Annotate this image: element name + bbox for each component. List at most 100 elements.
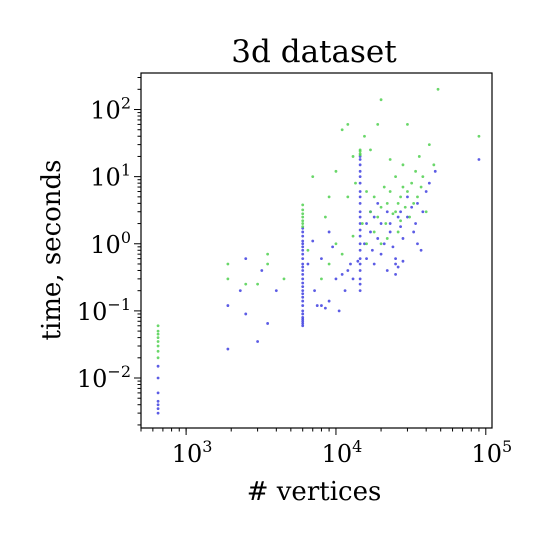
point-s1-1	[156, 349, 160, 353]
point-s0-115	[414, 222, 417, 225]
point-s1-2	[156, 344, 160, 348]
point-s0-16	[301, 324, 305, 328]
point-s1-82	[432, 163, 436, 167]
point-s1-79	[421, 175, 425, 179]
x-tick-label-1: 104	[322, 437, 363, 468]
point-s0-55	[337, 309, 341, 313]
point-s0-6	[156, 364, 160, 368]
point-s1-28	[334, 242, 338, 246]
point-s1-32	[346, 123, 350, 126]
point-s0-39	[301, 242, 305, 246]
point-s1-20	[301, 208, 305, 212]
point-s1-56	[385, 201, 389, 205]
point-s1-48	[372, 195, 376, 199]
point-s0-35	[301, 257, 305, 261]
point-s1-40	[358, 148, 362, 152]
point-s1-24	[320, 277, 323, 281]
point-s0-122	[433, 169, 437, 173]
point-s0-118	[419, 248, 423, 252]
point-s0-95	[379, 222, 383, 225]
point-s1-54	[382, 185, 386, 189]
point-s0-7	[226, 347, 230, 351]
point-s0-36	[301, 252, 305, 256]
y-axis: 10−2 10−1 100 101 102	[77, 76, 141, 426]
point-s1-5	[156, 332, 160, 336]
point-s1-81	[427, 143, 431, 147]
point-s1-46	[369, 148, 372, 152]
point-s1-11	[256, 282, 259, 286]
point-s0-109	[401, 237, 405, 240]
point-s1-22	[306, 248, 310, 252]
point-s0-119	[421, 210, 425, 214]
point-s0-114	[412, 230, 416, 234]
point-s0-89	[370, 248, 374, 252]
point-s0-52	[327, 230, 331, 234]
point-s1-57	[385, 237, 389, 240]
point-s1-21	[301, 203, 305, 207]
point-s0-58	[346, 269, 350, 272]
point-s1-45	[369, 210, 372, 214]
point-s0-87	[369, 230, 372, 234]
point-s0-31	[301, 272, 305, 276]
point-s0-32	[301, 269, 305, 272]
point-s1-35	[351, 155, 355, 158]
point-s0-65	[358, 269, 362, 272]
point-s0-63	[358, 282, 362, 286]
point-s0-66	[358, 262, 362, 266]
point-s0-123	[477, 158, 481, 161]
point-s0-18	[301, 319, 305, 323]
point-s1-14	[282, 277, 286, 281]
series-1	[156, 87, 481, 360]
point-s0-77	[358, 190, 362, 193]
point-s0-69	[358, 242, 362, 246]
x-axis-label: # vertices	[247, 477, 382, 507]
point-s0-59	[349, 262, 352, 266]
point-s0-67	[358, 257, 362, 261]
point-s0-72	[358, 222, 362, 225]
point-s0-17	[301, 322, 305, 325]
y-tick-label-3: 101	[90, 161, 131, 192]
point-s1-7	[156, 324, 160, 328]
x-tick-label-2: 105	[471, 437, 512, 468]
point-s0-90	[372, 262, 376, 266]
point-s1-67	[401, 185, 405, 189]
point-s0-75	[358, 201, 362, 205]
y-axis-label: time, seconds	[37, 159, 67, 340]
point-s0-51	[327, 299, 331, 303]
point-s1-42	[363, 134, 366, 138]
point-s0-92	[376, 237, 380, 240]
point-s0-85	[365, 222, 368, 225]
point-s1-4	[156, 336, 160, 339]
point-s1-25	[323, 215, 327, 219]
series-0	[156, 155, 481, 415]
point-s0-103	[394, 262, 397, 266]
y-tick-label-4: 102	[90, 94, 131, 125]
point-s0-28	[301, 285, 305, 289]
point-s0-29	[301, 281, 305, 285]
point-s0-96	[382, 242, 386, 246]
point-s1-27	[327, 195, 331, 199]
x-axis: 103 104 105	[140, 428, 512, 468]
point-s0-30	[301, 277, 305, 281]
point-s0-112	[406, 195, 409, 199]
point-s1-30	[340, 252, 344, 256]
point-s1-31	[340, 128, 344, 132]
point-s0-62	[358, 289, 362, 293]
point-s1-26	[327, 262, 331, 266]
point-s0-27	[301, 289, 305, 293]
point-s1-53	[379, 98, 383, 102]
point-s0-42	[301, 230, 305, 234]
point-s1-80	[424, 210, 428, 214]
point-s0-20	[301, 315, 305, 319]
point-s0-54	[334, 277, 338, 281]
point-s0-93	[376, 201, 380, 205]
point-s1-73	[410, 181, 414, 185]
point-s1-70	[406, 190, 409, 193]
point-s0-94	[379, 252, 383, 256]
point-s0-23	[301, 304, 305, 307]
point-s1-12	[266, 262, 270, 266]
point-s0-10	[244, 312, 248, 316]
point-s1-13	[266, 252, 270, 256]
point-s0-111	[406, 215, 409, 219]
point-s1-47	[372, 230, 376, 234]
